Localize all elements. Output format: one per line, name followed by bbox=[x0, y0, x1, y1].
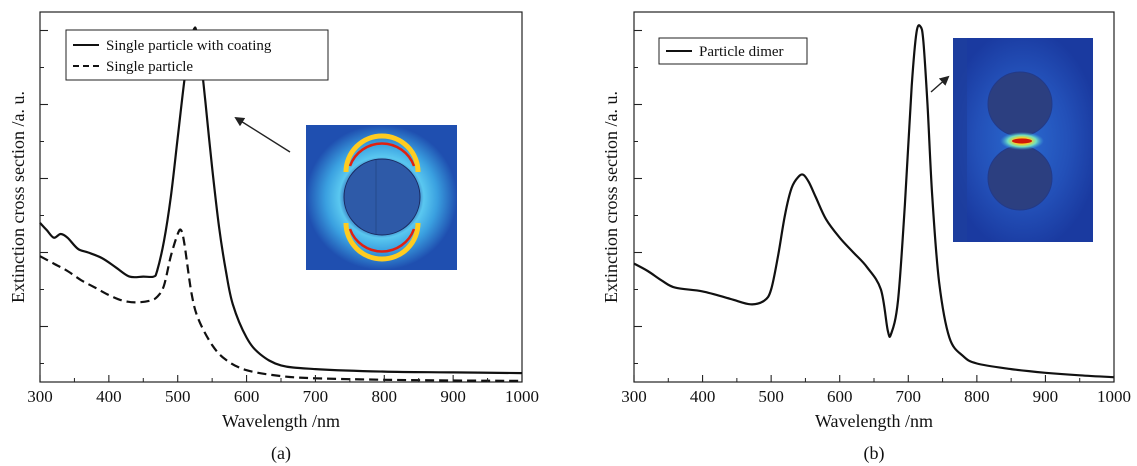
legend-a: Single particle with coating Single part… bbox=[65, 29, 329, 81]
inset-particle-bottom bbox=[987, 145, 1053, 211]
curves-b bbox=[633, 24, 1115, 379]
inset-hot-rim-bottom-core bbox=[348, 228, 416, 253]
x-axis-title-a: Wavelength /nm bbox=[222, 411, 340, 431]
inset-hot-rim-top-core bbox=[348, 142, 416, 167]
x-tick-label: 400 bbox=[690, 387, 716, 406]
inset-hot-rim-bottom bbox=[343, 222, 421, 262]
legend-label-dimer: Particle dimer bbox=[699, 44, 784, 60]
x-tick-label: 900 bbox=[1033, 387, 1059, 406]
series-line-a-1 bbox=[39, 228, 523, 382]
panel-b: 300 400 500 600 700 800 900 1000 Wavelength /nm… bbox=[601, 11, 1131, 464]
x-axis-ticks-b: 300 400 500 600 700 800 900 1000 bbox=[621, 375, 1131, 406]
legend-b: Particle dimer bbox=[658, 37, 808, 65]
x-tick-label: 300 bbox=[621, 387, 647, 406]
x-tick-label: 600 bbox=[234, 387, 260, 406]
inset-field-map-a bbox=[306, 125, 457, 270]
x-tick-label: 1000 bbox=[505, 387, 539, 406]
legend-label-coating: Single particle with coating bbox=[106, 38, 272, 54]
y-axis-ticks-a bbox=[40, 29, 48, 364]
x-tick-label: 700 bbox=[896, 387, 922, 406]
inset-hot-rim-top bbox=[343, 133, 421, 173]
x-tick-label: 700 bbox=[303, 387, 329, 406]
inset-particle-a bbox=[343, 158, 421, 236]
y-axis-title-a: Extinction cross section /a. u. bbox=[8, 91, 28, 303]
x-axis-title-b: Wavelength /nm bbox=[815, 411, 933, 431]
series-line-b-0 bbox=[633, 24, 1115, 379]
x-axis-ticks-a: 300 400 500 600 700 800 900 1000 bbox=[27, 375, 539, 406]
legend-box-a bbox=[65, 29, 329, 81]
x-tick-label: 500 bbox=[758, 387, 784, 406]
y-axis-title-b: Extinction cross section /a. u. bbox=[601, 91, 621, 303]
inset-arrow-a bbox=[234, 116, 291, 153]
y-axis-ticks-b bbox=[634, 29, 642, 364]
x-tick-label: 300 bbox=[27, 387, 53, 406]
inset-gap-hotspot bbox=[1012, 138, 1032, 144]
x-tick-label: 600 bbox=[827, 387, 853, 406]
inset-particle-top bbox=[987, 71, 1053, 137]
x-tick-label: 800 bbox=[372, 387, 398, 406]
inset-field-map-b bbox=[953, 38, 1093, 242]
inset-arrow-b bbox=[930, 75, 950, 93]
legend-label-single: Single particle bbox=[106, 59, 193, 75]
x-tick-label: 900 bbox=[440, 387, 466, 406]
x-tick-label: 800 bbox=[964, 387, 990, 406]
x-tick-label: 400 bbox=[96, 387, 122, 406]
inset-left-band bbox=[953, 38, 967, 242]
panel-label-b: (b) bbox=[864, 443, 885, 464]
panel-label-a: (a) bbox=[271, 443, 291, 464]
x-tick-label: 1000 bbox=[1097, 387, 1131, 406]
x-tick-label: 500 bbox=[165, 387, 191, 406]
panel-a: 300 400 500 600 700 800 900 1000 Wavelength /nm… bbox=[8, 11, 539, 464]
